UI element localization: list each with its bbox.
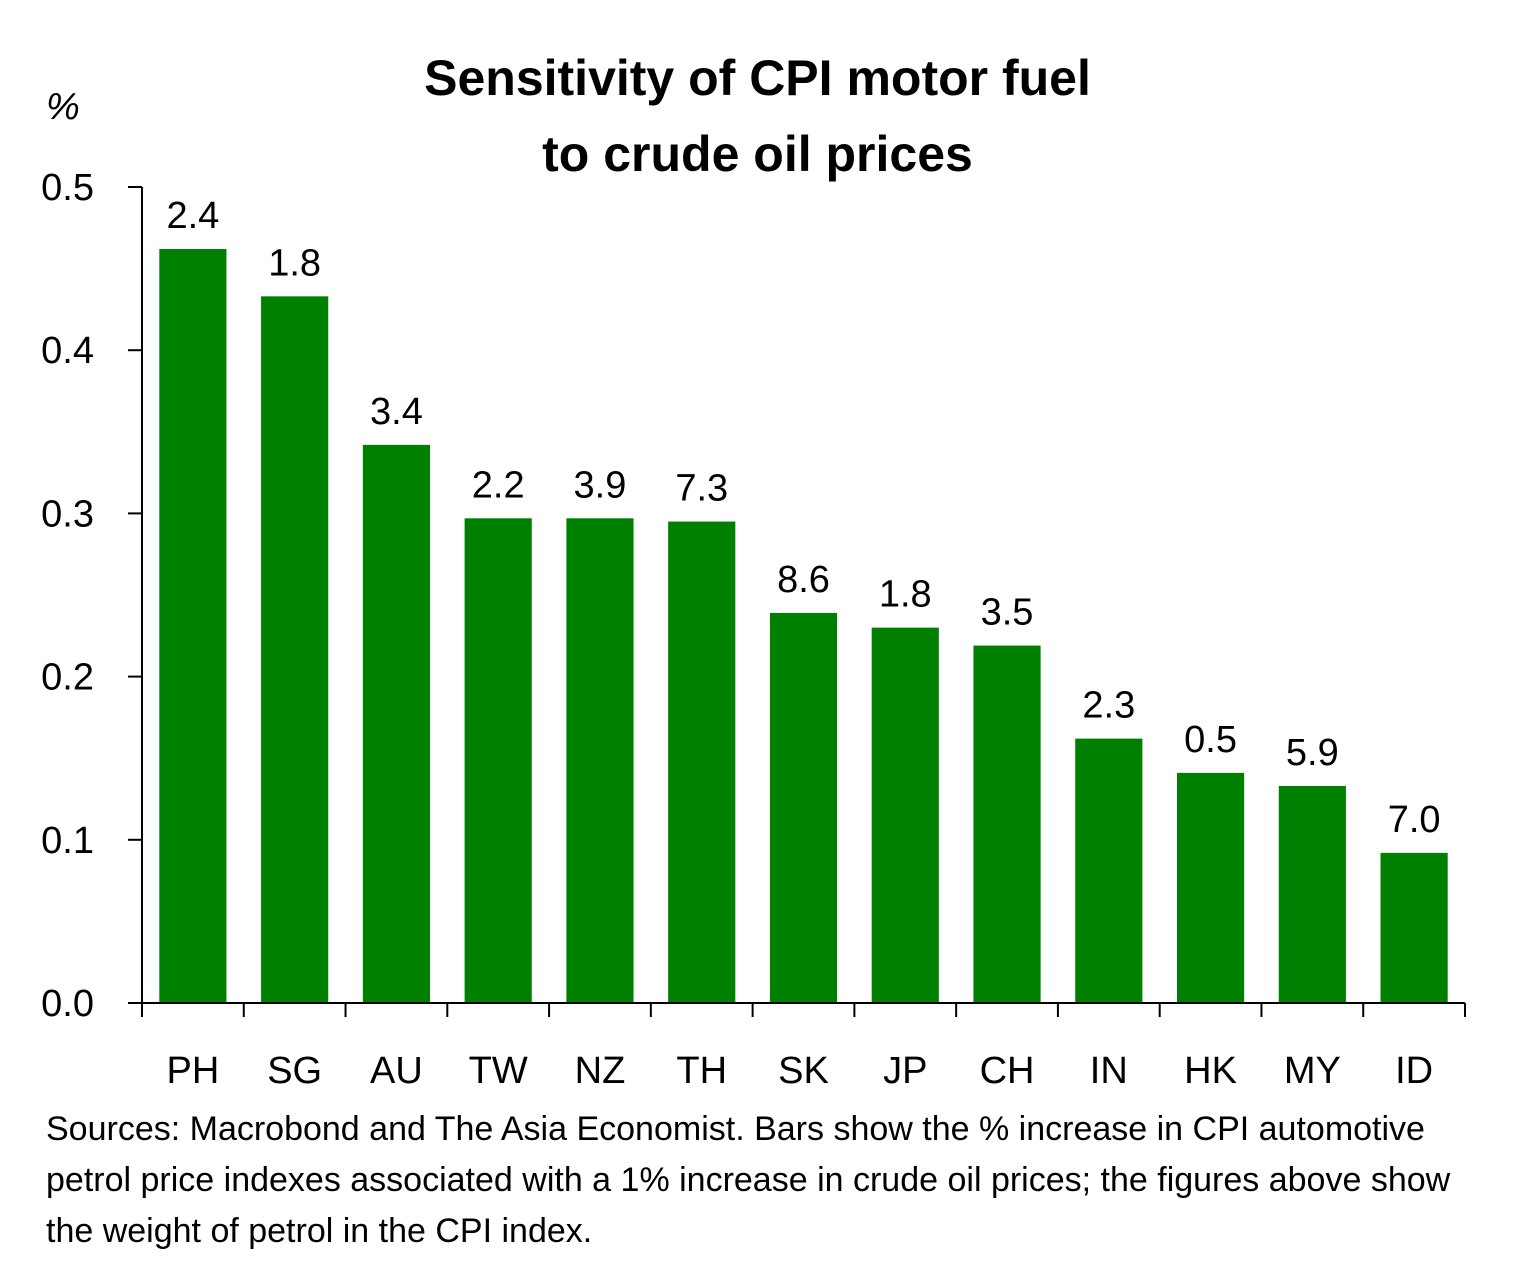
- bars-layer: [159, 249, 1448, 1004]
- source-note: Sources: Macrobond and The Asia Economis…: [46, 1110, 1451, 1250]
- data-labels-layer: 2.4 1.8 3.4 2.2 3.9 7.3 8.6 1.8 3.5 2.3 0.5 5.9 7.0: [166, 195, 1440, 841]
- bar-th: [668, 521, 736, 1003]
- y-tick-label: 0.5: [41, 167, 94, 209]
- x-tick-label-jp: JP: [883, 1050, 927, 1092]
- bar-hk: [1176, 772, 1245, 1003]
- data-label-th: 7.3: [675, 468, 728, 510]
- y-tick-label: 0.3: [41, 493, 94, 535]
- data-label-ph: 2.4: [166, 195, 219, 237]
- bar-tw: [464, 518, 532, 1003]
- x-tick-label-sg: SG: [267, 1050, 322, 1092]
- x-tick-label-id: ID: [1395, 1050, 1433, 1092]
- data-label-my: 5.9: [1286, 732, 1339, 774]
- bar-sk: [769, 612, 838, 1003]
- y-tick-label: 0.4: [41, 330, 94, 372]
- axes-layer: PH SG AU TW NZ TH SK JP CH IN HK MY ID 0.0 0.1 0.2 0.3 0.…: [41, 167, 1466, 1092]
- x-tick-label-my: MY: [1284, 1050, 1341, 1092]
- data-label-au: 3.4: [370, 391, 423, 433]
- bar-jp: [871, 627, 939, 1003]
- bar-in: [1075, 738, 1143, 1003]
- x-tick-label-nz: NZ: [575, 1050, 626, 1092]
- y-tick-label: 0.0: [41, 983, 94, 1025]
- data-label-nz: 3.9: [574, 464, 627, 506]
- x-tick-label-ch: CH: [980, 1050, 1035, 1092]
- x-tick-label-th: TH: [676, 1050, 727, 1092]
- chart-title-line-1: Sensitivity of CPI motor fuel: [424, 50, 1091, 106]
- y-axis-unit-label: %: [46, 86, 80, 128]
- data-label-hk: 0.5: [1184, 719, 1237, 761]
- data-label-jp: 1.8: [879, 574, 932, 616]
- bar-nz: [566, 518, 634, 1003]
- bar-my: [1278, 785, 1346, 1003]
- data-label-id: 7.0: [1388, 799, 1441, 841]
- x-tick-label-au: AU: [370, 1050, 423, 1092]
- data-label-ch: 3.5: [981, 592, 1034, 634]
- bar-chart: 2.41.83.42.2 3.9 7.38.6 1.8 3.52.30.5 5.97.0 …: [41, 167, 1466, 1092]
- bar-sg: [261, 296, 329, 1003]
- data-label-sg: 1.8: [268, 242, 321, 284]
- data-label-in: 2.3: [1082, 685, 1135, 727]
- data-label-tw: 2.2: [472, 464, 525, 506]
- x-tick-label-ph: PH: [166, 1050, 219, 1092]
- x-tick-label-sk: SK: [778, 1050, 829, 1092]
- bar-au: [362, 444, 431, 1004]
- x-tick-label-hk: HK: [1184, 1050, 1237, 1092]
- y-tick-label: 0.2: [41, 657, 94, 699]
- bar-id: [1380, 852, 1448, 1003]
- bar-ch: [973, 645, 1041, 1003]
- x-tick-label-in: IN: [1090, 1050, 1128, 1092]
- data-label-sk: 8.6: [777, 559, 830, 601]
- y-tick-label: 0.1: [41, 820, 94, 862]
- x-tick-label-tw: TW: [469, 1050, 528, 1092]
- bar-ph: [159, 249, 227, 1004]
- chart-title-line-2: to crude oil prices: [542, 126, 973, 182]
